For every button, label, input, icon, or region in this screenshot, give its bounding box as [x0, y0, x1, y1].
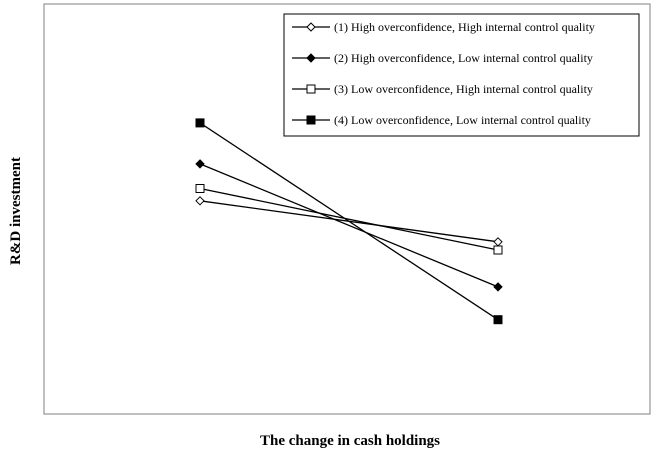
series-3 [195, 184, 503, 255]
series-3-point-1 [195, 184, 205, 193]
series-4-point-1 [195, 118, 205, 128]
legend-label-4: (4) Low overconfidence, Low internal con… [334, 113, 591, 127]
legend-marker-4 [306, 115, 316, 125]
legend-entry-2: (2) High overconfidence, Low internal co… [292, 51, 593, 65]
legend-marker-2 [306, 53, 316, 63]
series-2-line [199, 163, 499, 288]
series-2 [195, 159, 503, 292]
x-axis-title: The change in cash holdings [260, 433, 440, 449]
legend-box [283, 13, 640, 137]
series-1-point-1 [195, 196, 205, 206]
legend-entries: (1) High overconfidence, High internal c… [292, 20, 595, 127]
legend-entry-1: (1) High overconfidence, High internal c… [292, 20, 595, 34]
legend-marker-1 [306, 22, 316, 32]
legend-entry-4: (4) Low overconfidence, Low internal con… [292, 113, 591, 127]
legend: (1) High overconfidence, High internal c… [283, 13, 640, 137]
legend-marker-3 [306, 84, 316, 94]
series-4-point-2 [493, 315, 503, 325]
series-layer [195, 118, 503, 325]
legend-entry-3: (3) Low overconfidence, High internal co… [292, 82, 593, 96]
series-2-point-1 [195, 159, 205, 169]
series-3-point-2 [493, 245, 503, 255]
series-2-point-2 [493, 282, 503, 292]
y-axis-title: R&D investment [8, 157, 24, 265]
series-4-line [199, 122, 499, 321]
legend-label-2: (2) High overconfidence, Low internal co… [334, 51, 593, 65]
series-3-line [199, 187, 499, 251]
legend-label-3: (3) Low overconfidence, High internal co… [334, 82, 593, 96]
legend-label-1: (1) High overconfidence, High internal c… [334, 20, 595, 34]
series-4 [195, 118, 503, 325]
